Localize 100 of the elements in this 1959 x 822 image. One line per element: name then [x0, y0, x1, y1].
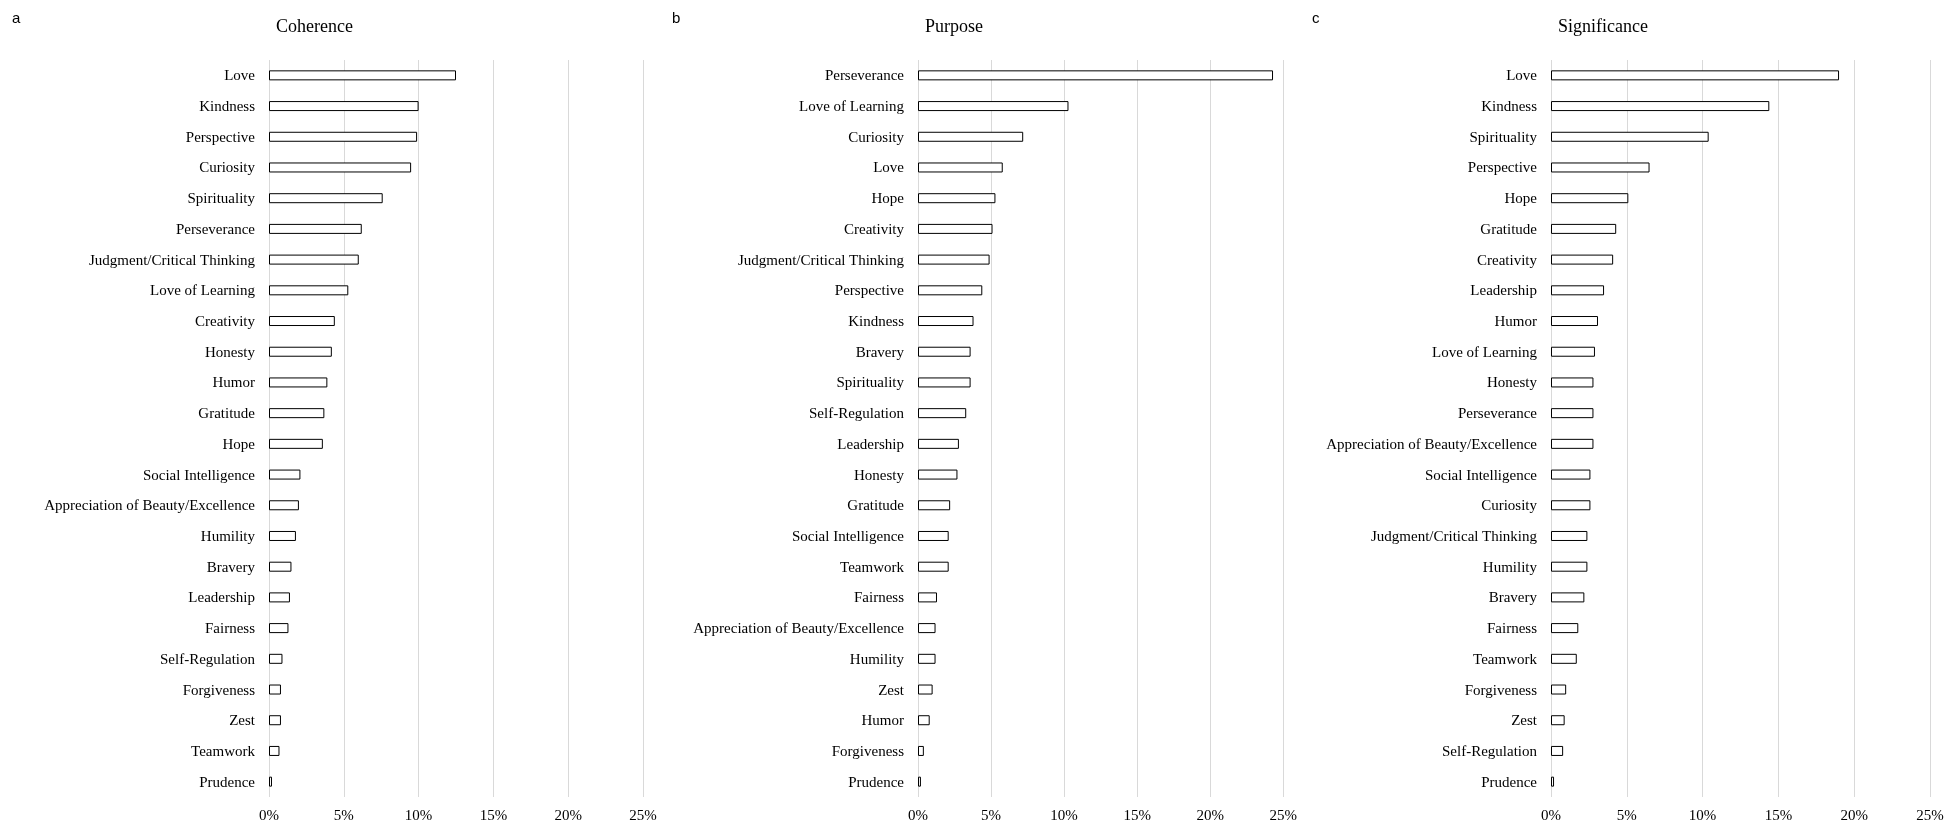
- bar: [918, 592, 937, 603]
- y-tick-label: Self-Regulation: [809, 405, 905, 422]
- y-tick-label: Forgiveness: [182, 681, 256, 698]
- y-tick-label: Zest: [878, 681, 905, 698]
- y-tick-label: Spirituality: [1469, 128, 1538, 145]
- x-tick-label: 25%: [629, 806, 657, 822]
- bar: [918, 131, 1024, 142]
- bar: [918, 745, 924, 756]
- x-tick-label: 15%: [479, 806, 508, 822]
- bar: [1551, 101, 1770, 112]
- y-tick-label: Curiosity: [848, 128, 905, 145]
- y-tick-label: Judgment/Critical Thinking: [1371, 527, 1538, 544]
- y-tick-label: Prudence: [199, 773, 256, 790]
- y-tick-label: Prudence: [1481, 773, 1538, 790]
- bar: [1551, 623, 1579, 634]
- text: b: [672, 9, 681, 26]
- y-tick-label: Self-Regulation: [160, 650, 256, 667]
- bar: [1551, 500, 1591, 511]
- y-tick-label: Honesty: [1487, 374, 1538, 391]
- y-tick-label: Honesty: [205, 343, 256, 360]
- bar: [269, 745, 280, 756]
- bar: [918, 346, 971, 357]
- bar: [1551, 70, 1840, 81]
- y-tick-label: Honesty: [854, 466, 905, 483]
- bar: [918, 653, 936, 664]
- bar: [1551, 316, 1598, 327]
- bar: [1551, 193, 1629, 204]
- x-tick-label: 0%: [259, 806, 279, 822]
- bar: [1551, 684, 1567, 695]
- y-tick-label: Social Intelligence: [791, 527, 905, 544]
- y-tick-label: Perspective: [834, 282, 905, 299]
- y-tick-label: Zest: [1511, 712, 1538, 729]
- bar: [918, 438, 959, 449]
- y-tick-label: Teamwork: [840, 558, 905, 575]
- y-tick-label: Leadership: [188, 589, 255, 606]
- y-tick-label: Appreciation of Beauty/Excellence: [44, 497, 256, 514]
- bar: [269, 223, 362, 234]
- bar: [1551, 469, 1591, 480]
- bar: [918, 561, 949, 572]
- x-tick-label: 10%: [1688, 806, 1717, 822]
- x-tick-label: 25%: [1916, 806, 1944, 822]
- bar: [1551, 285, 1605, 296]
- x-tick-label: 0%: [1541, 806, 1561, 822]
- bar: [918, 623, 936, 634]
- bar: [918, 70, 1274, 81]
- bar: [918, 377, 971, 388]
- y-tick-label: Love: [224, 67, 256, 84]
- y-tick-label: Perseverance: [175, 220, 256, 237]
- bar: [918, 285, 983, 296]
- y-tick-label: Love: [873, 159, 905, 176]
- y-tick-label: Creativity: [844, 220, 905, 237]
- bar: [269, 254, 359, 265]
- bar: [918, 223, 993, 234]
- y-tick-label: Creativity: [195, 313, 256, 330]
- y-tick-label: Bravery: [855, 343, 905, 360]
- bar: [1551, 408, 1594, 419]
- x-tick-label: 10%: [404, 806, 433, 822]
- y-tick-label: Hope: [1504, 190, 1538, 207]
- y-tick-label: Perseverance: [824, 67, 905, 84]
- x-tick-label: 15%: [1764, 806, 1793, 822]
- x-tick-label: 20%: [1196, 806, 1224, 822]
- y-tick-label: Fairness: [854, 589, 905, 606]
- y-tick-label: Perspective: [1467, 159, 1538, 176]
- y-tick-label: Social Intelligence: [1424, 466, 1538, 483]
- bar: [918, 193, 996, 204]
- bar: [1551, 530, 1588, 541]
- y-tick-label: Humility: [849, 650, 905, 667]
- y-tick-label: Teamwork: [191, 742, 256, 759]
- bar: [918, 316, 974, 327]
- bar: [1551, 346, 1595, 357]
- y-tick-label: Self-Regulation: [1442, 742, 1538, 759]
- bar: [918, 469, 958, 480]
- y-tick-label: Kindness: [1481, 98, 1538, 115]
- chart-title: Significance: [1558, 16, 1648, 36]
- chart-title: Purpose: [925, 16, 984, 36]
- bar: [269, 162, 412, 173]
- bar: [269, 131, 418, 142]
- y-tick-label: Forgiveness: [1464, 681, 1538, 698]
- text: c: [1312, 9, 1320, 26]
- bar: [1551, 131, 1709, 142]
- y-tick-label: Humor: [1494, 313, 1537, 330]
- y-tick-label: Creativity: [1477, 251, 1538, 268]
- bar: [269, 500, 299, 511]
- bar: [269, 193, 383, 204]
- bar: [918, 715, 930, 726]
- x-tick-label: 5%: [981, 806, 1002, 822]
- y-tick-label: Fairness: [1487, 620, 1538, 637]
- x-tick-label: 15%: [1123, 806, 1151, 822]
- y-tick-label: Gratitude: [847, 497, 905, 514]
- y-tick-label: Zest: [229, 712, 256, 729]
- bar: [269, 653, 283, 664]
- y-tick-label: Bravery: [206, 558, 256, 575]
- bar: [269, 285, 349, 296]
- bar: [269, 684, 281, 695]
- y-tick-label: Humility: [200, 527, 256, 544]
- bar: [918, 101, 1069, 112]
- bar: [269, 316, 335, 327]
- y-tick-label: Teamwork: [1473, 650, 1538, 667]
- y-tick-label: Judgment/Critical Thinking: [89, 251, 256, 268]
- y-tick-label: Forgiveness: [831, 742, 905, 759]
